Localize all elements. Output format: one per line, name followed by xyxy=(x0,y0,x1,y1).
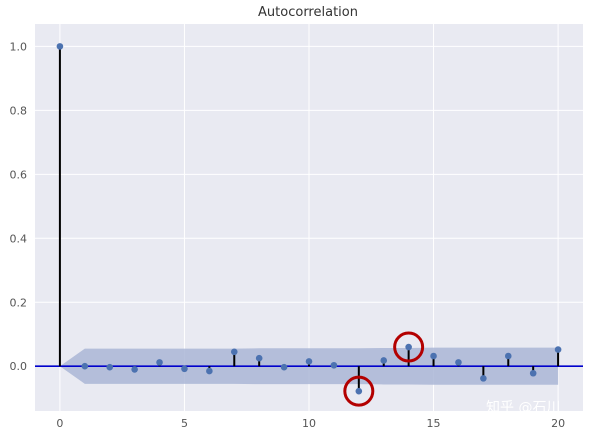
x-tick-label-0: 0 xyxy=(56,417,63,430)
y-tick-label-1.0: 1.0 xyxy=(10,40,28,53)
y-tick-label-0.0: 0.0 xyxy=(10,360,28,373)
y-tick-labels: 0.0 0.2 0.4 0.6 0.8 1.0 xyxy=(10,40,28,373)
marker-lag-7 xyxy=(230,348,238,356)
x-tick-label-20: 20 xyxy=(551,417,565,430)
x-tick-label-5: 5 xyxy=(181,417,188,430)
marker-lag-18 xyxy=(504,352,512,360)
marker-lag-9 xyxy=(280,363,288,371)
marker-lag-4 xyxy=(156,359,163,366)
watermark-text: 知乎 @石川 xyxy=(486,399,560,416)
y-tick-label-0.4: 0.4 xyxy=(10,232,28,245)
grid-lines xyxy=(35,24,583,411)
chart-title: Autocorrelation xyxy=(258,5,358,20)
y-tick-label-0.6: 0.6 xyxy=(10,168,28,181)
marker-lag-13 xyxy=(380,357,388,364)
x-tick-label-15: 15 xyxy=(427,417,441,430)
marker-lag-0 xyxy=(56,43,64,50)
x-tick-labels: 0 5 10 15 20 xyxy=(56,417,565,430)
marker-lag-16 xyxy=(455,359,462,366)
marker-lag-15 xyxy=(430,352,437,360)
marker-lag-11 xyxy=(330,361,338,369)
marker-lag-1 xyxy=(81,362,89,370)
marker-lag-8 xyxy=(255,354,263,362)
marker-lag-2 xyxy=(106,363,114,371)
marker-lag-3 xyxy=(131,366,138,373)
marker-lag-6 xyxy=(206,367,213,375)
markers xyxy=(56,43,562,395)
y-tick-label-0.2: 0.2 xyxy=(10,296,28,309)
marker-lag-12 xyxy=(355,387,363,395)
highlight-circle-lag-14 xyxy=(393,331,425,363)
marker-lag-17 xyxy=(480,375,487,382)
y-tick-label-0.8: 0.8 xyxy=(10,104,28,117)
highlight-circles xyxy=(343,331,425,407)
marker-lag-14 xyxy=(405,343,412,351)
marker-lag-20 xyxy=(554,346,562,353)
x-tick-label-10: 10 xyxy=(302,417,316,430)
marker-lag-10 xyxy=(305,358,313,365)
highlight-circle-lag-12 xyxy=(343,375,375,407)
marker-lag-19 xyxy=(529,369,537,377)
marker-lag-5 xyxy=(181,365,188,373)
